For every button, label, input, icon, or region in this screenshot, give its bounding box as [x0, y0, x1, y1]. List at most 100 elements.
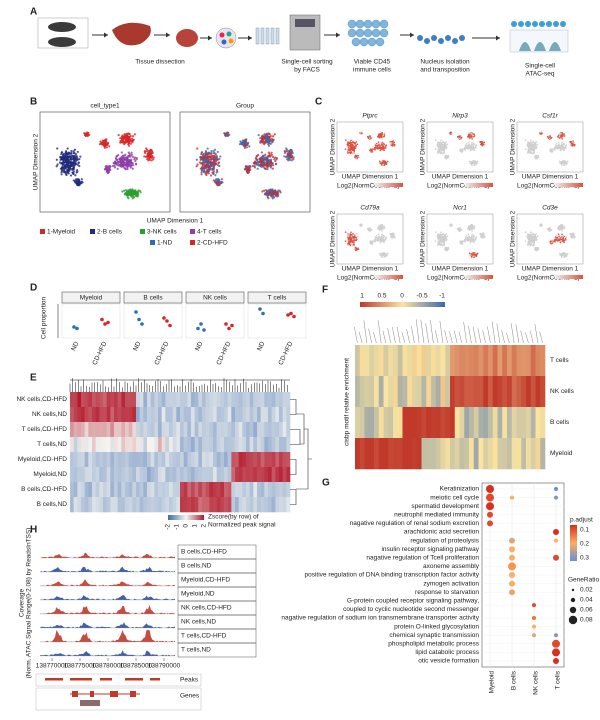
bead	[525, 21, 531, 27]
umap-point	[65, 163, 68, 166]
heat-cell	[194, 407, 199, 423]
dot	[162, 316, 166, 320]
umap-point	[458, 229, 461, 232]
umap-point	[122, 165, 125, 168]
row-label: NK cells,CD-HFD	[16, 396, 67, 403]
axis-label: UMAP Dimension 2	[510, 118, 517, 175]
umap-point	[212, 156, 215, 159]
nucleus	[424, 38, 430, 44]
heat-cell	[81, 437, 85, 453]
cells	[215, 27, 237, 49]
umap-point	[347, 143, 349, 146]
dot	[196, 326, 200, 331]
heat-cell	[117, 407, 122, 423]
mouse	[48, 22, 76, 32]
umap-point	[553, 238, 556, 241]
umap-point	[373, 238, 376, 241]
heat-cell	[180, 422, 184, 438]
dot	[292, 314, 296, 319]
umap-point	[554, 236, 557, 238]
heat-cell	[88, 467, 93, 483]
heat-cell	[114, 467, 118, 483]
dot	[134, 310, 138, 314]
atac-peak	[549, 42, 561, 51]
immune-cell	[379, 28, 389, 38]
umap-point	[559, 149, 562, 152]
umap-point	[119, 164, 123, 167]
umap-point	[451, 224, 453, 227]
umap-point	[272, 164, 275, 167]
umap-point	[126, 195, 129, 199]
umap-point	[377, 233, 380, 236]
heat-cell	[257, 452, 261, 468]
umap-point	[105, 143, 108, 146]
umap-point	[286, 154, 289, 158]
umap-point	[471, 141, 473, 144]
umap-point	[130, 151, 133, 154]
umap-point	[266, 137, 269, 140]
umap-point	[530, 243, 533, 246]
umap-point	[71, 163, 75, 166]
heat-cell	[125, 437, 129, 453]
umap-point	[468, 146, 470, 149]
umap-point	[266, 195, 269, 199]
umap-point	[560, 227, 562, 230]
umap-point	[561, 233, 563, 236]
bead	[560, 21, 566, 27]
umap-point	[531, 146, 534, 149]
heat-cell	[88, 497, 93, 513]
umap-point	[134, 159, 137, 163]
heat-cell	[238, 467, 243, 483]
heat-cell	[231, 482, 236, 498]
umap-point	[111, 164, 115, 168]
umap-point	[548, 137, 551, 140]
heat-cell	[117, 422, 122, 438]
umap-point	[75, 178, 78, 181]
umap-point	[126, 164, 129, 167]
umap-point	[434, 139, 437, 142]
heat-cell	[117, 467, 122, 483]
umap-point	[56, 147, 59, 150]
heat-cell	[264, 482, 269, 498]
heat-cell	[194, 482, 199, 498]
heat-cell	[242, 452, 247, 468]
heat-cell	[110, 422, 115, 438]
umap-point	[214, 152, 217, 156]
axis-label: UMAP Dimension 2	[420, 118, 427, 175]
umap-point	[264, 141, 267, 144]
umap-point	[241, 139, 245, 142]
heat-cell	[183, 452, 188, 468]
umap-point	[344, 240, 347, 242]
umap-point	[349, 147, 352, 149]
axis-label: Cell proportion	[41, 296, 48, 339]
umap-frame	[336, 213, 404, 265]
heat-cell	[161, 467, 166, 483]
umap-point	[124, 189, 128, 192]
umap-point	[290, 155, 294, 158]
umap-point	[380, 132, 382, 135]
heat-cell	[202, 497, 206, 513]
umap-point	[483, 141, 486, 144]
nucleus	[445, 35, 451, 41]
heat-cell	[106, 407, 111, 423]
heat-cell	[282, 467, 287, 483]
umap-point	[264, 189, 268, 192]
heat-cell	[257, 467, 261, 483]
heat-cell	[180, 407, 184, 423]
umap-point	[60, 152, 63, 156]
umap-point	[473, 160, 475, 163]
umap-point	[378, 238, 380, 241]
heat-cell	[279, 422, 283, 438]
heat-cell	[260, 467, 265, 483]
heat-cell	[231, 452, 236, 468]
umap-point	[72, 152, 75, 155]
heat-cell	[268, 467, 272, 483]
heat-cell	[260, 497, 265, 513]
heat-cell	[70, 437, 74, 453]
heat-cell	[275, 392, 280, 408]
umap-point	[77, 179, 80, 182]
heat-cell	[128, 407, 133, 423]
umap-point	[558, 235, 560, 237]
umap-point	[213, 154, 216, 157]
umap-point	[150, 155, 154, 158]
